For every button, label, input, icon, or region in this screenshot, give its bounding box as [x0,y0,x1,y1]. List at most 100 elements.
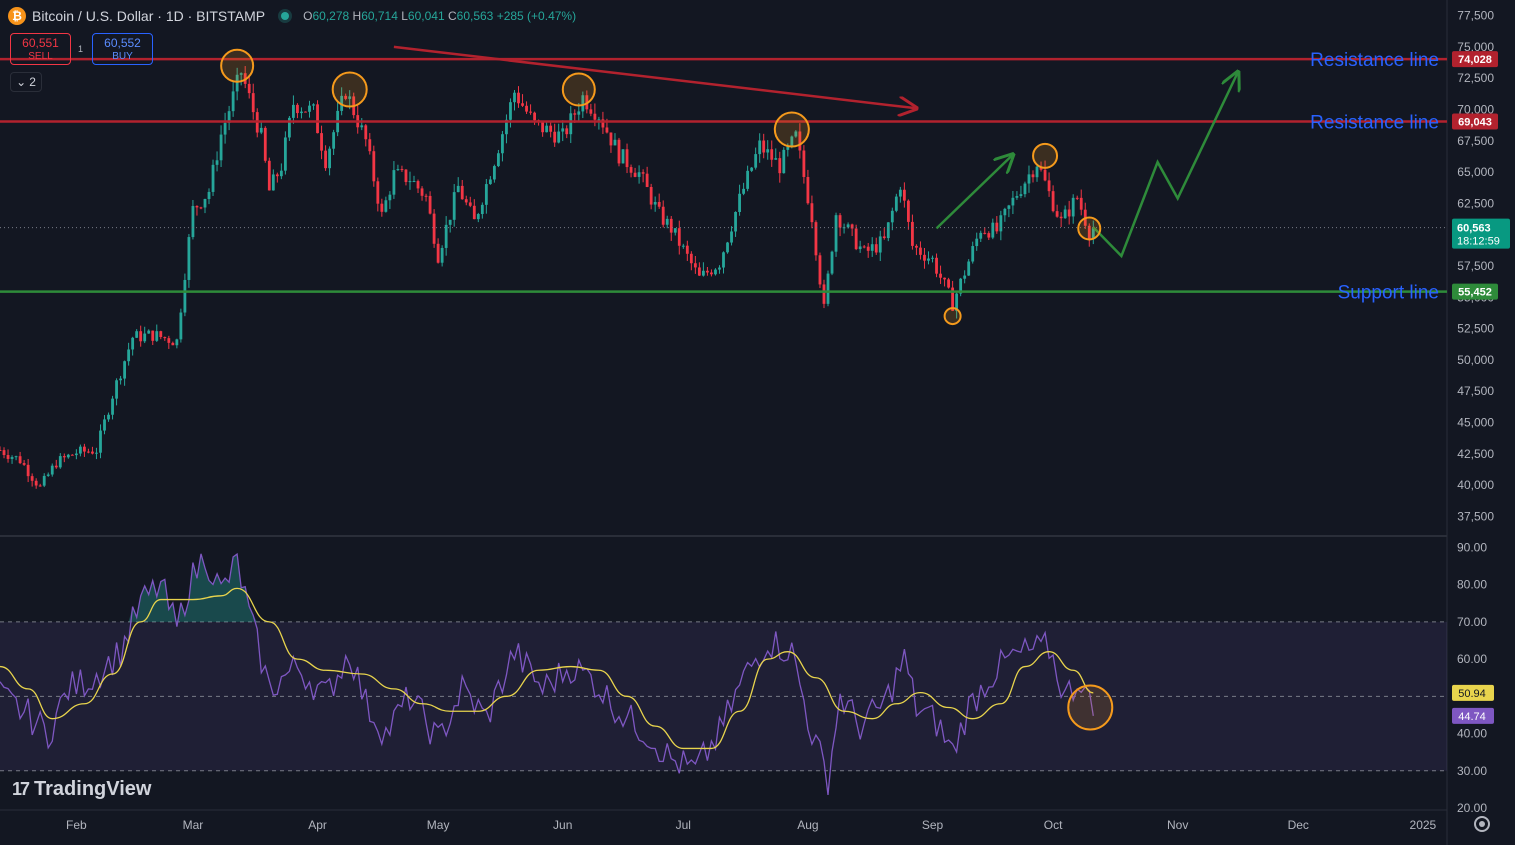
price-tick-label: 40,000 [1457,478,1494,492]
settings-gear-icon[interactable] [1474,816,1490,832]
candle [143,326,147,344]
candle-body [348,96,352,99]
time-tick-label: Nov [1167,818,1188,832]
candle [625,143,629,174]
projection-path-arrow [1092,72,1238,259]
highlight-circle [943,307,962,326]
candle-body [826,273,830,304]
indicators-toggle[interactable]: ⌄ 2 [10,72,42,92]
candle [874,237,878,255]
candle [834,212,838,257]
rsi-ma-last-label: 50.94 [1458,688,1486,700]
candle-body [360,125,364,128]
candle [396,164,400,171]
candle-body [742,188,746,194]
candle-body [545,125,549,133]
candle [898,186,902,203]
sell-button[interactable]: 60,551 SELL [10,33,71,65]
candle [0,446,2,452]
highlight-circle [1077,216,1102,241]
candle-body [452,192,456,220]
candle-body [1043,169,1047,181]
candle [107,412,110,422]
candle-body [601,119,605,128]
candle-body [669,218,673,233]
candle-body [320,133,323,151]
candle-body [436,243,440,263]
time-tick-label: Oct [1044,818,1063,832]
candle [706,266,709,276]
candle-body [296,104,299,114]
candle-body [1031,174,1035,178]
candle [74,449,78,460]
candle-body [557,131,561,143]
candle-body [689,253,693,264]
candle [553,123,557,147]
buy-button[interactable]: 60,552 BUY [92,33,153,65]
candle [1071,194,1075,224]
candle-body [344,95,348,99]
candle [135,329,139,338]
candle [279,163,283,180]
candle-body [38,485,42,487]
candle-body [955,293,959,311]
candle-body [78,446,82,454]
candle [332,129,336,156]
time-tick-label: Feb [66,818,87,832]
candle-body [480,204,484,215]
candle-body [167,338,171,343]
time-tick-label: Apr [308,818,327,832]
candle-body [798,131,802,151]
candle [235,67,239,101]
candle-body [271,174,275,191]
price-tick-label: 50,000 [1457,353,1494,367]
candle [1051,185,1055,213]
candle-body [316,104,319,134]
candle-body [1059,216,1063,219]
candle [665,215,669,229]
candle [979,230,983,243]
candle [195,205,199,216]
candle-body [911,221,914,246]
candle [320,125,323,160]
candle-body [139,331,143,342]
candle [420,186,424,201]
candle-body [553,131,557,143]
price-tick-label: 37,500 [1457,509,1494,523]
candle [211,159,215,196]
candle [203,198,207,214]
candle [287,116,291,141]
candle [428,191,432,215]
candle-body [207,191,211,199]
candle [987,231,991,241]
candle-body [529,111,532,113]
candle-body [147,330,151,334]
candle [1007,204,1011,218]
candle-body [171,342,175,346]
candle-body [1067,209,1071,217]
candle-body [1071,197,1075,217]
candle [1087,223,1091,247]
candle [179,308,183,343]
candle [991,218,995,240]
candle-body [183,279,187,313]
symbol-title[interactable]: Bitcoin / U.S. Dollar · 1D · BITSTAMP [32,8,266,24]
candle [822,279,826,309]
rsi-last-label: 44.74 [1458,711,1486,723]
candle-body [1011,197,1015,206]
candle [380,198,384,217]
candle-body [292,104,295,118]
candle-body [199,207,203,209]
candle-body [633,172,637,177]
price-tag-bg [1452,113,1498,130]
candle-body [645,173,649,187]
candle [923,248,926,269]
candle [187,234,191,288]
candle-body [155,331,159,341]
candle [525,101,528,114]
candle [26,458,30,483]
candle [818,252,822,289]
candle [1055,204,1059,218]
countdown-label: 18:12:59 [1457,236,1500,248]
